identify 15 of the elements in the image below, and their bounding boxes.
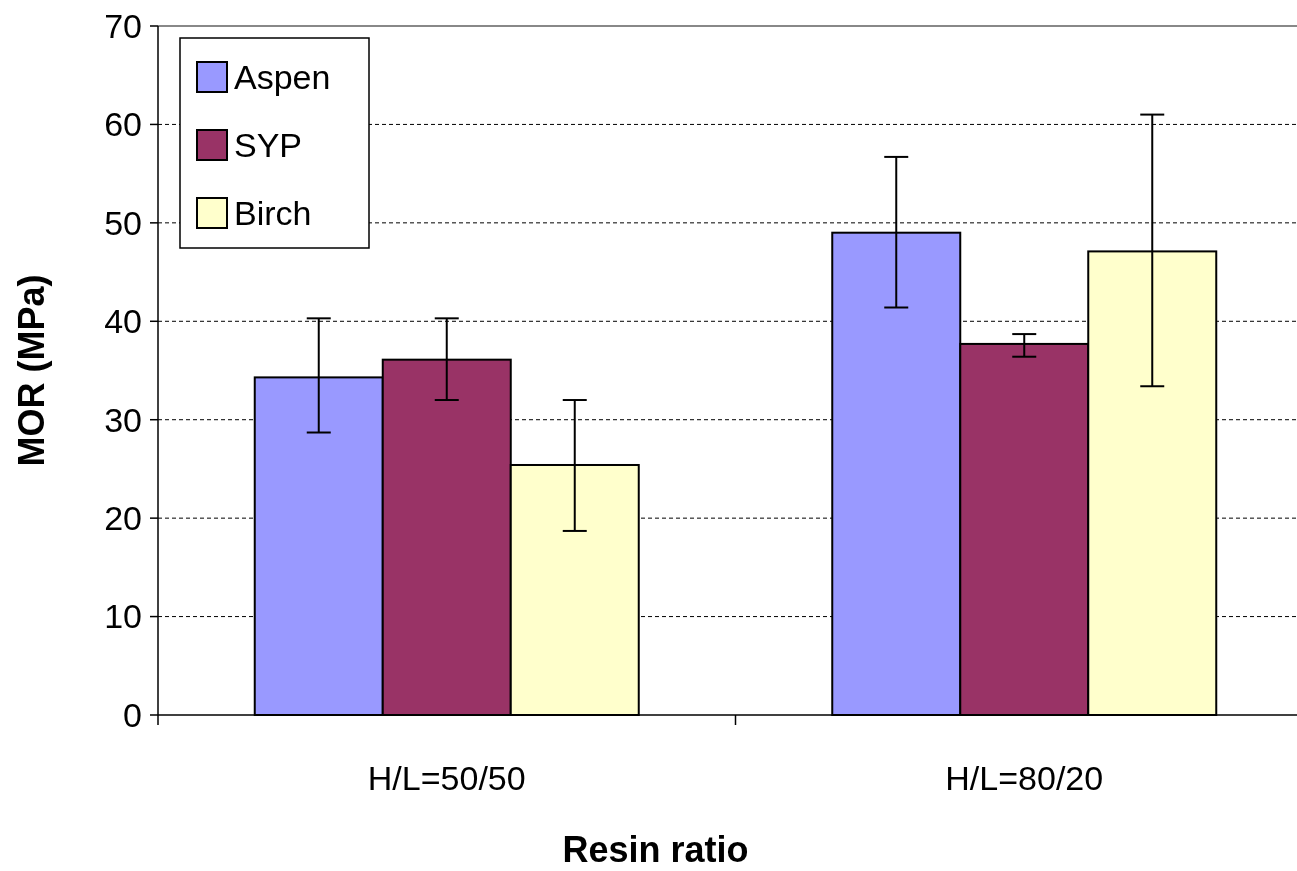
y-tick-label: 20 bbox=[104, 499, 142, 538]
y-tick-label: 60 bbox=[104, 105, 142, 144]
y-tick-label: 50 bbox=[104, 203, 142, 242]
y-tick-label: 30 bbox=[104, 400, 142, 439]
legend-label: Aspen bbox=[234, 57, 331, 96]
y-tick-label: 70 bbox=[104, 6, 142, 45]
legend-label: Birch bbox=[234, 193, 312, 232]
y-tick-label: 40 bbox=[104, 302, 142, 341]
x-axis-title: Resin ratio bbox=[562, 829, 749, 870]
y-axis-title: MOR (MPa) bbox=[11, 274, 52, 467]
legend-label: SYP bbox=[234, 125, 303, 164]
x-tick-label: H/L=50/50 bbox=[367, 759, 526, 797]
y-tick-label: 0 bbox=[123, 695, 142, 734]
y-tick-label: 10 bbox=[104, 597, 142, 636]
x-tick-label: H/L=80/20 bbox=[945, 759, 1104, 797]
